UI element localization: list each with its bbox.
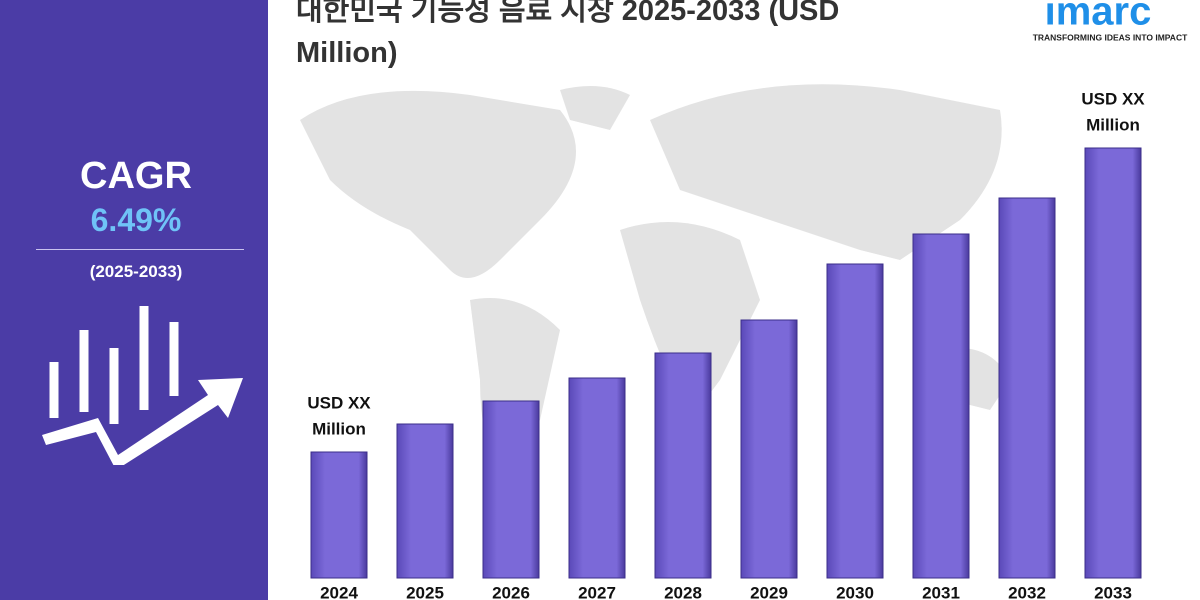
bar	[568, 377, 626, 579]
x-tick-label: 2033	[1094, 583, 1132, 600]
growth-icon	[42, 306, 243, 465]
x-tick-label: 2030	[836, 583, 874, 600]
cagr-period: (2025-2033)	[89, 262, 183, 281]
value-annotation: Million	[1086, 115, 1140, 134]
x-tick-label: 2028	[664, 583, 702, 600]
x-tick-label: 2025	[406, 583, 444, 600]
bar	[654, 352, 712, 579]
bar	[740, 319, 798, 579]
x-tick-label: 2027	[578, 583, 616, 600]
side-panel: CAGR 6.49% (2025-2033)	[0, 0, 268, 600]
bar	[482, 400, 540, 579]
x-tick-label: 2024	[320, 583, 358, 600]
chart-title: 대한민국 기능성 음료 시장 2025-2033 (USD Million)	[296, 0, 839, 69]
logo-tagline: TRANSFORMING IDEAS INTO IMPACT	[1033, 32, 1188, 42]
bar	[826, 263, 884, 579]
logo-name: imarc	[1045, 0, 1152, 34]
bar	[310, 451, 368, 579]
value-annotation: Million	[312, 419, 366, 438]
bar	[1084, 147, 1142, 579]
bar	[912, 233, 970, 579]
x-tick-label: 2032	[1008, 583, 1046, 600]
cagr-rate: 6.49%	[90, 202, 182, 238]
cagr-heading: CAGR	[80, 155, 192, 197]
value-annotation: USD XX	[307, 393, 371, 412]
bar	[396, 423, 454, 579]
value-annotation: USD XX	[1081, 89, 1145, 108]
x-tick-label: 2031	[922, 583, 960, 600]
x-tick-label: 2029	[750, 583, 788, 600]
divider	[36, 249, 244, 250]
x-tick-label: 2026	[492, 583, 530, 600]
bar	[998, 197, 1056, 579]
